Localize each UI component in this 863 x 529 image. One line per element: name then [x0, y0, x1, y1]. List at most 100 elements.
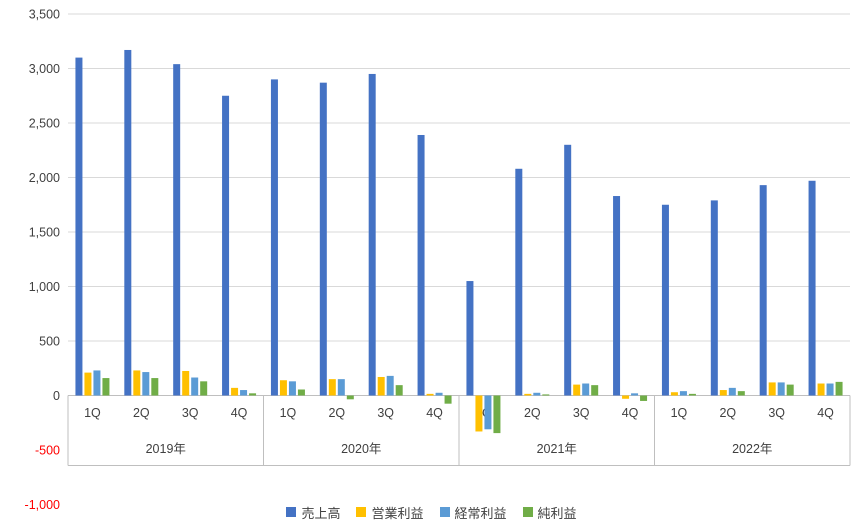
quarter-label: 2Q	[524, 406, 541, 420]
bar-経常利益	[93, 370, 101, 396]
bar-経常利益	[142, 372, 150, 396]
bar-純利益	[346, 395, 354, 400]
bar-経常利益	[826, 383, 834, 396]
quarter-label: 4Q	[231, 406, 248, 420]
bar-純利益	[835, 381, 843, 396]
bar-営業利益	[84, 372, 92, 396]
year-label: 2022年	[732, 442, 772, 456]
chart-legend: 売上高 営業利益 経常利益 純利益	[0, 501, 863, 523]
y-axis-tick-label: 500	[39, 335, 60, 349]
bar-経常利益	[337, 379, 345, 396]
y-axis-tick-label: -1,000	[25, 498, 60, 512]
quarter-label: 1Q	[84, 406, 101, 420]
quarter-label: 4Q	[622, 406, 639, 420]
bar-売上高	[124, 49, 132, 396]
bar-経常利益	[679, 391, 687, 396]
legend-item: 営業利益	[356, 503, 424, 522]
bar-売上高	[222, 95, 230, 396]
bar-経常利益	[484, 395, 492, 430]
bar-純利益	[297, 389, 305, 396]
bar-経常利益	[435, 392, 443, 396]
y-axis-tick-label: 1,000	[29, 280, 60, 294]
legend-label: 営業利益	[371, 505, 424, 521]
bar-営業利益	[279, 380, 287, 396]
quarter-label: 3Q	[573, 406, 590, 420]
bar-純利益	[200, 381, 208, 396]
year-label: 2020年	[341, 442, 381, 456]
bar-売上高	[75, 57, 83, 396]
bar-営業利益	[328, 379, 336, 396]
legend-swatch-icon	[439, 507, 450, 517]
bar-営業利益	[670, 392, 678, 396]
bar-純利益	[737, 391, 745, 396]
legend-swatch-icon	[522, 507, 533, 517]
bar-経常利益	[386, 375, 394, 396]
bar-純利益	[786, 384, 794, 396]
bar-売上高	[564, 144, 572, 396]
bar-営業利益	[426, 393, 434, 396]
bar-営業利益	[475, 395, 483, 432]
bar-純利益	[444, 395, 452, 404]
y-axis-tick-label: 3,500	[29, 8, 60, 22]
bar-売上高	[270, 79, 278, 396]
y-axis-tick-label: 2,500	[29, 117, 60, 131]
bar-営業利益	[768, 382, 776, 396]
bar-営業利益	[622, 395, 630, 399]
bar-営業利益	[182, 370, 190, 396]
bar-売上高	[808, 180, 816, 396]
bar-経常利益	[191, 377, 199, 396]
bar-売上高	[173, 64, 181, 396]
bar-純利益	[591, 385, 599, 396]
bar-営業利益	[719, 390, 727, 396]
y-axis-tick-label: -500	[35, 444, 60, 458]
bar-売上高	[710, 200, 718, 396]
bar-売上高	[661, 204, 669, 396]
quarter-label: 2Q	[328, 406, 345, 420]
quarter-label: 1Q	[280, 406, 297, 420]
bar-営業利益	[817, 383, 825, 396]
quarter-label: 2Q	[133, 406, 150, 420]
bar-経常利益	[288, 381, 296, 396]
bar-純利益	[640, 395, 648, 401]
bar-純利益	[542, 394, 550, 396]
quarter-label: 2Q	[719, 406, 736, 420]
bar-売上高	[319, 82, 327, 396]
bar-経常利益	[777, 382, 785, 396]
legend-label: 売上高	[301, 505, 341, 521]
quarter-label: 4Q	[817, 406, 834, 420]
bar-経常利益	[728, 387, 736, 396]
year-label: 2019年	[146, 442, 186, 456]
legend-item: 経常利益	[439, 503, 507, 522]
quarter-label: 3Q	[768, 406, 785, 420]
bar-営業利益	[133, 370, 141, 396]
quarter-label: 3Q	[182, 406, 199, 420]
bar-売上高	[613, 196, 621, 396]
bar-売上高	[368, 73, 376, 396]
quarter-label: 1Q	[671, 406, 688, 420]
y-axis-tick-label: 2,000	[29, 171, 60, 185]
y-axis-tick-label: 1,500	[29, 226, 60, 240]
y-axis-tick-label: 0	[53, 389, 60, 403]
bar-経常利益	[582, 383, 590, 396]
quarter-label: 3Q	[377, 406, 394, 420]
bar-純利益	[493, 395, 501, 434]
year-label: 2021年	[537, 442, 577, 456]
quarter-label: 4Q	[426, 406, 443, 420]
bar-売上高	[759, 185, 767, 396]
y-axis-tick-label: 3,000	[29, 62, 60, 76]
bar-純利益	[688, 393, 696, 396]
legend-label: 純利益	[537, 505, 577, 521]
bar-営業利益	[573, 384, 581, 396]
bar-営業利益	[524, 393, 532, 396]
bar-経常利益	[631, 393, 639, 396]
bar-純利益	[249, 393, 257, 396]
bar-経常利益	[240, 390, 248, 396]
bar-純利益	[151, 378, 159, 396]
bar-売上高	[417, 134, 425, 396]
bar-純利益	[102, 378, 110, 396]
legend-item: 純利益	[522, 503, 577, 522]
bar-売上高	[466, 281, 474, 396]
bar-営業利益	[231, 387, 239, 396]
